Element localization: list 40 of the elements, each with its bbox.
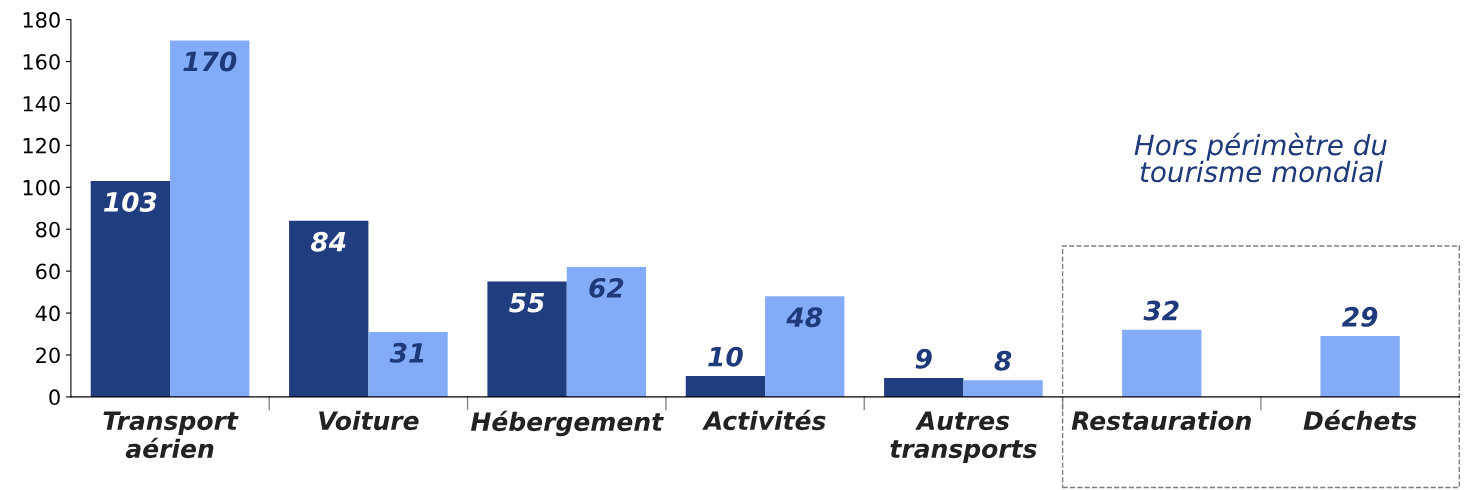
y-tick-label: 120 [23, 137, 60, 154]
x-tick-label: Transport aérien [103, 411, 239, 459]
x-tick-label: Déchets [1303, 409, 1417, 431]
bar [884, 378, 964, 397]
data-label: 10 [708, 346, 743, 367]
x-tick-label: Voiture [319, 410, 419, 431]
bar [487, 281, 567, 397]
data-label: 62 [589, 277, 624, 298]
data-label: 9 [915, 348, 932, 369]
bar [765, 296, 845, 397]
bar [963, 380, 1043, 397]
x-tick-label: Autres transports [890, 411, 1037, 463]
x-tick-label: Hébergement [470, 410, 664, 437]
y-tick-label: 180 [23, 12, 60, 28]
y-tick-label: 40 [35, 305, 60, 322]
y-tick-label: 80 [36, 221, 60, 238]
y-tick-label: 0 [49, 389, 60, 406]
bar [289, 220, 369, 397]
data-label: 84 [310, 231, 346, 252]
bar [368, 331, 448, 397]
y-tick-label: 160 [23, 53, 60, 70]
x-tick-label: Activités [702, 409, 826, 431]
bar [170, 40, 250, 397]
y-tick-label: 100 [23, 179, 60, 196]
data-label: 55 [509, 292, 545, 313]
annotation: Hors périmètre du tourisme mondial [1134, 132, 1387, 183]
data-label: 29 [1341, 306, 1378, 327]
y-tick-label: 140 [23, 95, 60, 112]
data-label: 170 [183, 51, 237, 72]
bar [90, 181, 171, 397]
data-label: 8 [994, 350, 1012, 371]
data-label: 48 [786, 307, 823, 328]
bar [566, 266, 647, 397]
data-label: 32 [1143, 300, 1179, 321]
bar [685, 375, 766, 397]
y-tick-label: 60 [36, 263, 60, 280]
data-label: 31 [389, 342, 424, 363]
x-tick-label: Restauration [1071, 410, 1251, 431]
y-tick-label: 20 [36, 347, 60, 364]
data-label: 103 [103, 191, 157, 212]
